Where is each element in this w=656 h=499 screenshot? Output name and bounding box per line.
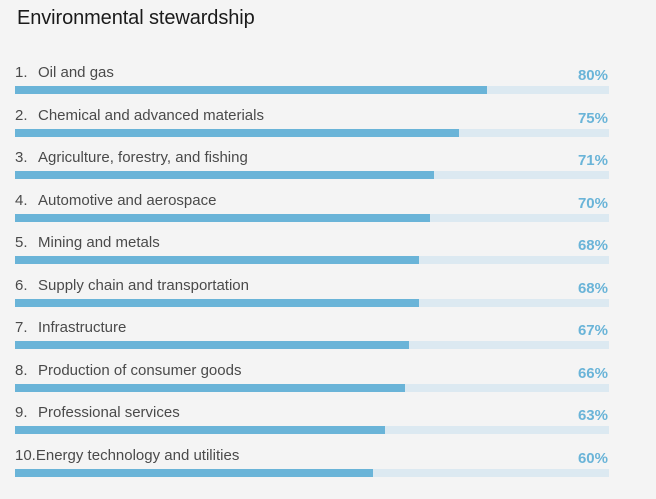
bar-row: 8. Production of consumer goods 66% — [15, 359, 609, 402]
bar — [15, 298, 419, 307]
bar — [15, 341, 409, 349]
bar — [15, 256, 419, 264]
bar-rank: 2. — [15, 106, 28, 124]
bar-row: 9. Professional services 63% — [15, 401, 609, 444]
bar-rank: 10. — [15, 446, 36, 464]
bar-value-label: 75% — [577, 109, 608, 127]
bar-row: 2. Chemical and advanced materials 75% — [15, 104, 609, 147]
bar-value-label: 80% — [577, 67, 608, 84]
bar-value-label: 68% — [577, 237, 608, 254]
bar-label: 8. Production of consumer goods — [15, 362, 241, 379]
bar-row: 5. Mining and metals 68% — [15, 231, 609, 274]
bar-rank: 9. — [15, 404, 28, 421]
bar-label: 10.Energy technology and utilities — [15, 447, 239, 464]
bar-category: Infrastructure — [38, 319, 127, 336]
bar-label: 5. Mining and metals — [15, 234, 160, 251]
bar-rank: 8. — [15, 361, 28, 379]
bar-track — [15, 128, 609, 137]
bar-rank: 4. — [15, 191, 28, 209]
bar-label: 1. Oil and gas — [15, 64, 114, 81]
bar-track — [15, 213, 609, 222]
bar-value-label: 67% — [577, 322, 608, 339]
bar-rank: 1. — [15, 64, 28, 81]
bar — [15, 383, 405, 392]
bar-value-label: 70% — [577, 194, 608, 212]
bar-value-label: 68% — [577, 279, 608, 297]
bar-category: Agriculture, forestry, and fishing — [38, 149, 248, 166]
bar-track — [15, 171, 609, 179]
bar-value-label: 63% — [577, 407, 608, 424]
bar — [15, 426, 386, 434]
bar-rank: 5. — [15, 234, 28, 251]
bar-row: 4. Automotive and aerospace 70% — [15, 189, 609, 232]
bar — [15, 468, 374, 477]
bar-track — [15, 426, 609, 434]
bar-track — [15, 298, 609, 307]
bar — [15, 128, 460, 137]
bar-category: Supply chain and transportation — [38, 276, 249, 294]
bar-category: Chemical and advanced materials — [38, 106, 264, 124]
bar-track — [15, 86, 609, 94]
bar-row: 10.Energy technology and utilities 60% — [15, 444, 609, 487]
bar-track — [15, 468, 609, 477]
bar-category: Oil and gas — [38, 64, 114, 81]
bar-list: 1. Oil and gas 80% 2. Chemical and advanced … — [15, 61, 609, 486]
bar-category: Production of consumer goods — [38, 361, 242, 379]
bar-category: Professional services — [38, 404, 180, 421]
bar-label: 9. Professional services — [15, 404, 180, 421]
bar-label: 2. Chemical and advanced materials — [15, 107, 264, 124]
bar — [15, 213, 431, 222]
bar-track — [15, 256, 609, 264]
bar-category: Mining and metals — [38, 234, 160, 251]
bar-category: Energy technology and utilities — [35, 446, 240, 464]
bar-row: 6. Supply chain and transportation 68% — [15, 274, 609, 317]
bar-label: 4. Automotive and aerospace — [15, 192, 216, 209]
bar-value-label: 66% — [577, 364, 608, 382]
chart-title: Environmental stewardship — [17, 7, 255, 29]
bar-label: 3. Agriculture, forestry, and fishing — [15, 149, 248, 166]
bar-category: Automotive and aerospace — [38, 191, 217, 209]
bar-value-label: 60% — [577, 449, 608, 467]
bar-value-label: 71% — [577, 152, 608, 169]
bar-track — [15, 341, 609, 349]
bar-label: 7. Infrastructure — [15, 319, 126, 336]
bar-rank: 6. — [15, 276, 28, 294]
bar-label: 6. Supply chain and transportation — [15, 277, 249, 294]
bar-row: 1. Oil and gas 80% — [15, 61, 609, 104]
bar — [15, 86, 488, 94]
bar-rank: 7. — [15, 319, 28, 336]
bar-row: 3. Agriculture, forestry, and fishing 71% — [15, 146, 609, 189]
bar-rank: 3. — [15, 149, 28, 166]
bar — [15, 171, 435, 179]
bar-row: 7. Infrastructure 67% — [15, 316, 609, 359]
bar-track — [15, 383, 609, 392]
